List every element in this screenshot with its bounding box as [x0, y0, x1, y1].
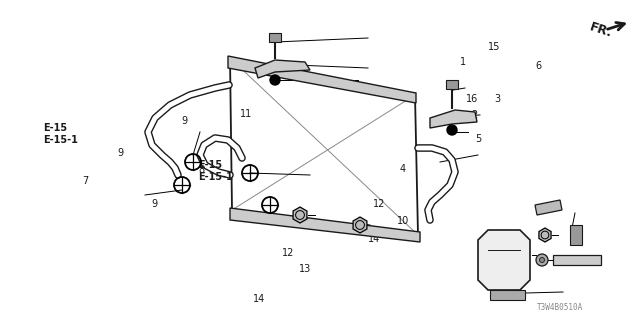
Text: 12: 12 — [373, 199, 385, 209]
Bar — [490, 290, 525, 300]
Text: 14: 14 — [253, 294, 265, 304]
Text: 10: 10 — [397, 216, 409, 226]
Polygon shape — [539, 228, 551, 242]
Text: 1: 1 — [460, 57, 466, 68]
Polygon shape — [353, 217, 367, 233]
Bar — [570, 225, 582, 245]
Text: 7: 7 — [82, 176, 88, 186]
Polygon shape — [255, 60, 310, 78]
Text: 9: 9 — [151, 199, 157, 209]
Polygon shape — [293, 207, 307, 223]
FancyBboxPatch shape — [269, 33, 281, 42]
Text: 9: 9 — [117, 148, 124, 158]
Text: 5: 5 — [475, 134, 481, 144]
Text: FR.: FR. — [588, 20, 614, 40]
Text: T3W4B0510A: T3W4B0510A — [537, 303, 583, 312]
Text: 6: 6 — [535, 60, 541, 71]
Text: 14: 14 — [368, 234, 380, 244]
Text: 12: 12 — [282, 248, 294, 258]
Circle shape — [447, 125, 457, 135]
Text: 11: 11 — [275, 65, 287, 75]
Text: 16: 16 — [466, 94, 478, 104]
Text: 4: 4 — [400, 164, 406, 174]
Text: 13: 13 — [299, 264, 311, 274]
Text: 15: 15 — [488, 42, 500, 52]
Text: 8: 8 — [198, 164, 205, 175]
Polygon shape — [230, 208, 420, 242]
Polygon shape — [228, 56, 416, 103]
Polygon shape — [430, 110, 477, 128]
Text: 2: 2 — [472, 110, 478, 120]
Polygon shape — [535, 200, 562, 215]
Bar — [553, 255, 601, 265]
Circle shape — [540, 258, 545, 262]
Polygon shape — [478, 230, 530, 290]
Text: E-15
E-15-1: E-15 E-15-1 — [198, 160, 233, 182]
FancyBboxPatch shape — [446, 80, 458, 89]
Text: E-15
E-15-1: E-15 E-15-1 — [44, 123, 78, 145]
Circle shape — [536, 254, 548, 266]
Text: 11: 11 — [240, 108, 252, 119]
Circle shape — [270, 75, 280, 85]
Text: 9: 9 — [181, 116, 188, 126]
Text: 3: 3 — [495, 93, 501, 104]
